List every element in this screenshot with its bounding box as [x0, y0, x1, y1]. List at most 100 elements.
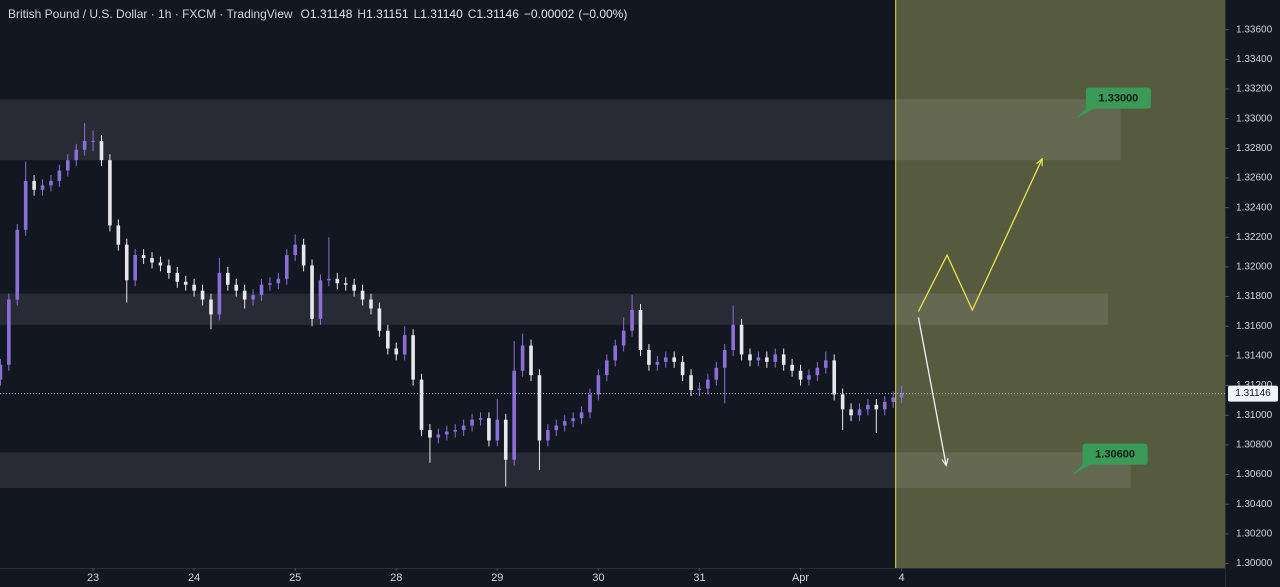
candle-body	[739, 324, 744, 355]
ohlc-value: 1.31148	[310, 7, 353, 21]
y-tick-label: 1.30200	[1236, 529, 1273, 540]
x-tick-label: 4	[899, 572, 905, 584]
x-tick-label: Apr	[792, 572, 809, 584]
y-tick-label: 1.31400	[1236, 351, 1273, 362]
candle-body	[588, 394, 592, 413]
zone	[0, 452, 1131, 488]
projection-area	[895, 0, 1225, 568]
candle-body	[49, 180, 53, 186]
candle-body	[108, 160, 112, 226]
candle-body	[529, 345, 533, 376]
y-tick-label: 1.30000	[1236, 558, 1273, 569]
candle-body	[343, 283, 348, 285]
candle-body	[141, 255, 146, 259]
candle-body	[217, 272, 222, 315]
time-axis	[0, 568, 1225, 587]
candle-body	[74, 149, 79, 161]
ohlc-value: 1.31146	[476, 7, 519, 21]
candle-body	[647, 349, 651, 365]
candle-body	[360, 290, 365, 300]
candle-body	[596, 375, 601, 395]
candle-body	[655, 361, 660, 365]
candle-body	[756, 357, 761, 361]
target-label-box	[1075, 87, 1151, 119]
candle-body	[478, 418, 483, 420]
candle-body	[512, 370, 516, 460]
candle-body	[781, 354, 786, 365]
candle-body	[470, 419, 474, 426]
y-tick-label: 1.33000	[1236, 113, 1273, 124]
candle-body	[284, 255, 289, 279]
candle-body	[124, 244, 129, 281]
candle-body	[571, 418, 575, 422]
candle-body	[116, 225, 121, 245]
candle-body	[15, 229, 20, 300]
candle-body	[444, 431, 449, 435]
candle-body	[428, 430, 432, 438]
candle-body	[815, 367, 820, 376]
candle-body	[369, 299, 373, 309]
candle-body	[419, 379, 424, 431]
ohlc-key: C	[468, 7, 477, 21]
y-tick-label: 1.32000	[1236, 262, 1273, 273]
candle-body	[714, 367, 719, 380]
zone	[0, 293, 1108, 325]
candle-body	[849, 409, 853, 416]
candle-body	[23, 180, 28, 230]
candle-body	[7, 299, 11, 365]
candle-body	[579, 412, 584, 419]
candle-body	[832, 360, 837, 395]
change-percent: (−0.00%)	[578, 7, 627, 21]
candle-body	[150, 258, 154, 263]
candle-body	[32, 180, 36, 190]
candle-body	[866, 404, 870, 410]
candle-body	[192, 284, 196, 291]
candle-body	[352, 284, 356, 291]
candle-body	[773, 354, 778, 362]
header: British Pound / U.S. Dollar · 1h · FXCM …	[8, 7, 627, 21]
candle-body	[899, 393, 904, 398]
candle-body	[40, 185, 45, 190]
ohlc-value: 1.31151	[366, 7, 409, 21]
y-tick-label: 1.32400	[1236, 202, 1273, 213]
candle-body	[706, 379, 710, 389]
candle-body	[638, 309, 643, 350]
target-label-box	[1072, 443, 1148, 475]
y-tick-label: 1.30800	[1236, 440, 1273, 451]
candle-body	[259, 284, 264, 296]
candle-body	[402, 335, 407, 355]
arrow	[917, 159, 1042, 312]
candle-body	[798, 370, 803, 380]
y-tick-label: 1.32200	[1236, 232, 1273, 243]
y-tick-label: 1.33200	[1236, 84, 1273, 95]
y-tick-label: 1.31600	[1236, 321, 1273, 332]
y-tick-label: 1.31800	[1236, 291, 1273, 302]
x-tick-label: 29	[491, 572, 503, 584]
candle-body	[546, 430, 550, 441]
candle-body	[790, 364, 794, 371]
candle-body	[453, 430, 458, 432]
candle-body	[663, 357, 668, 362]
candle-body	[621, 330, 626, 346]
candle-body	[91, 140, 95, 142]
candle-body	[167, 265, 171, 273]
candle-body	[65, 160, 70, 171]
candle-body	[840, 394, 845, 410]
x-tick-label: 24	[188, 572, 200, 584]
zone	[0, 99, 1121, 161]
candle-body	[537, 375, 542, 441]
candle-body	[251, 295, 255, 300]
candle-body	[0, 364, 3, 380]
price-axis	[1225, 0, 1280, 587]
candle-body	[242, 290, 247, 300]
candle-body	[411, 335, 415, 380]
candle-body	[731, 324, 735, 350]
candle-body	[823, 360, 828, 368]
last-price-label: 1.31146	[1235, 388, 1271, 399]
candle-body	[891, 397, 895, 402]
candle-body	[874, 404, 879, 410]
candle-body	[183, 281, 188, 285]
y-tick-label: 1.33400	[1236, 54, 1273, 65]
